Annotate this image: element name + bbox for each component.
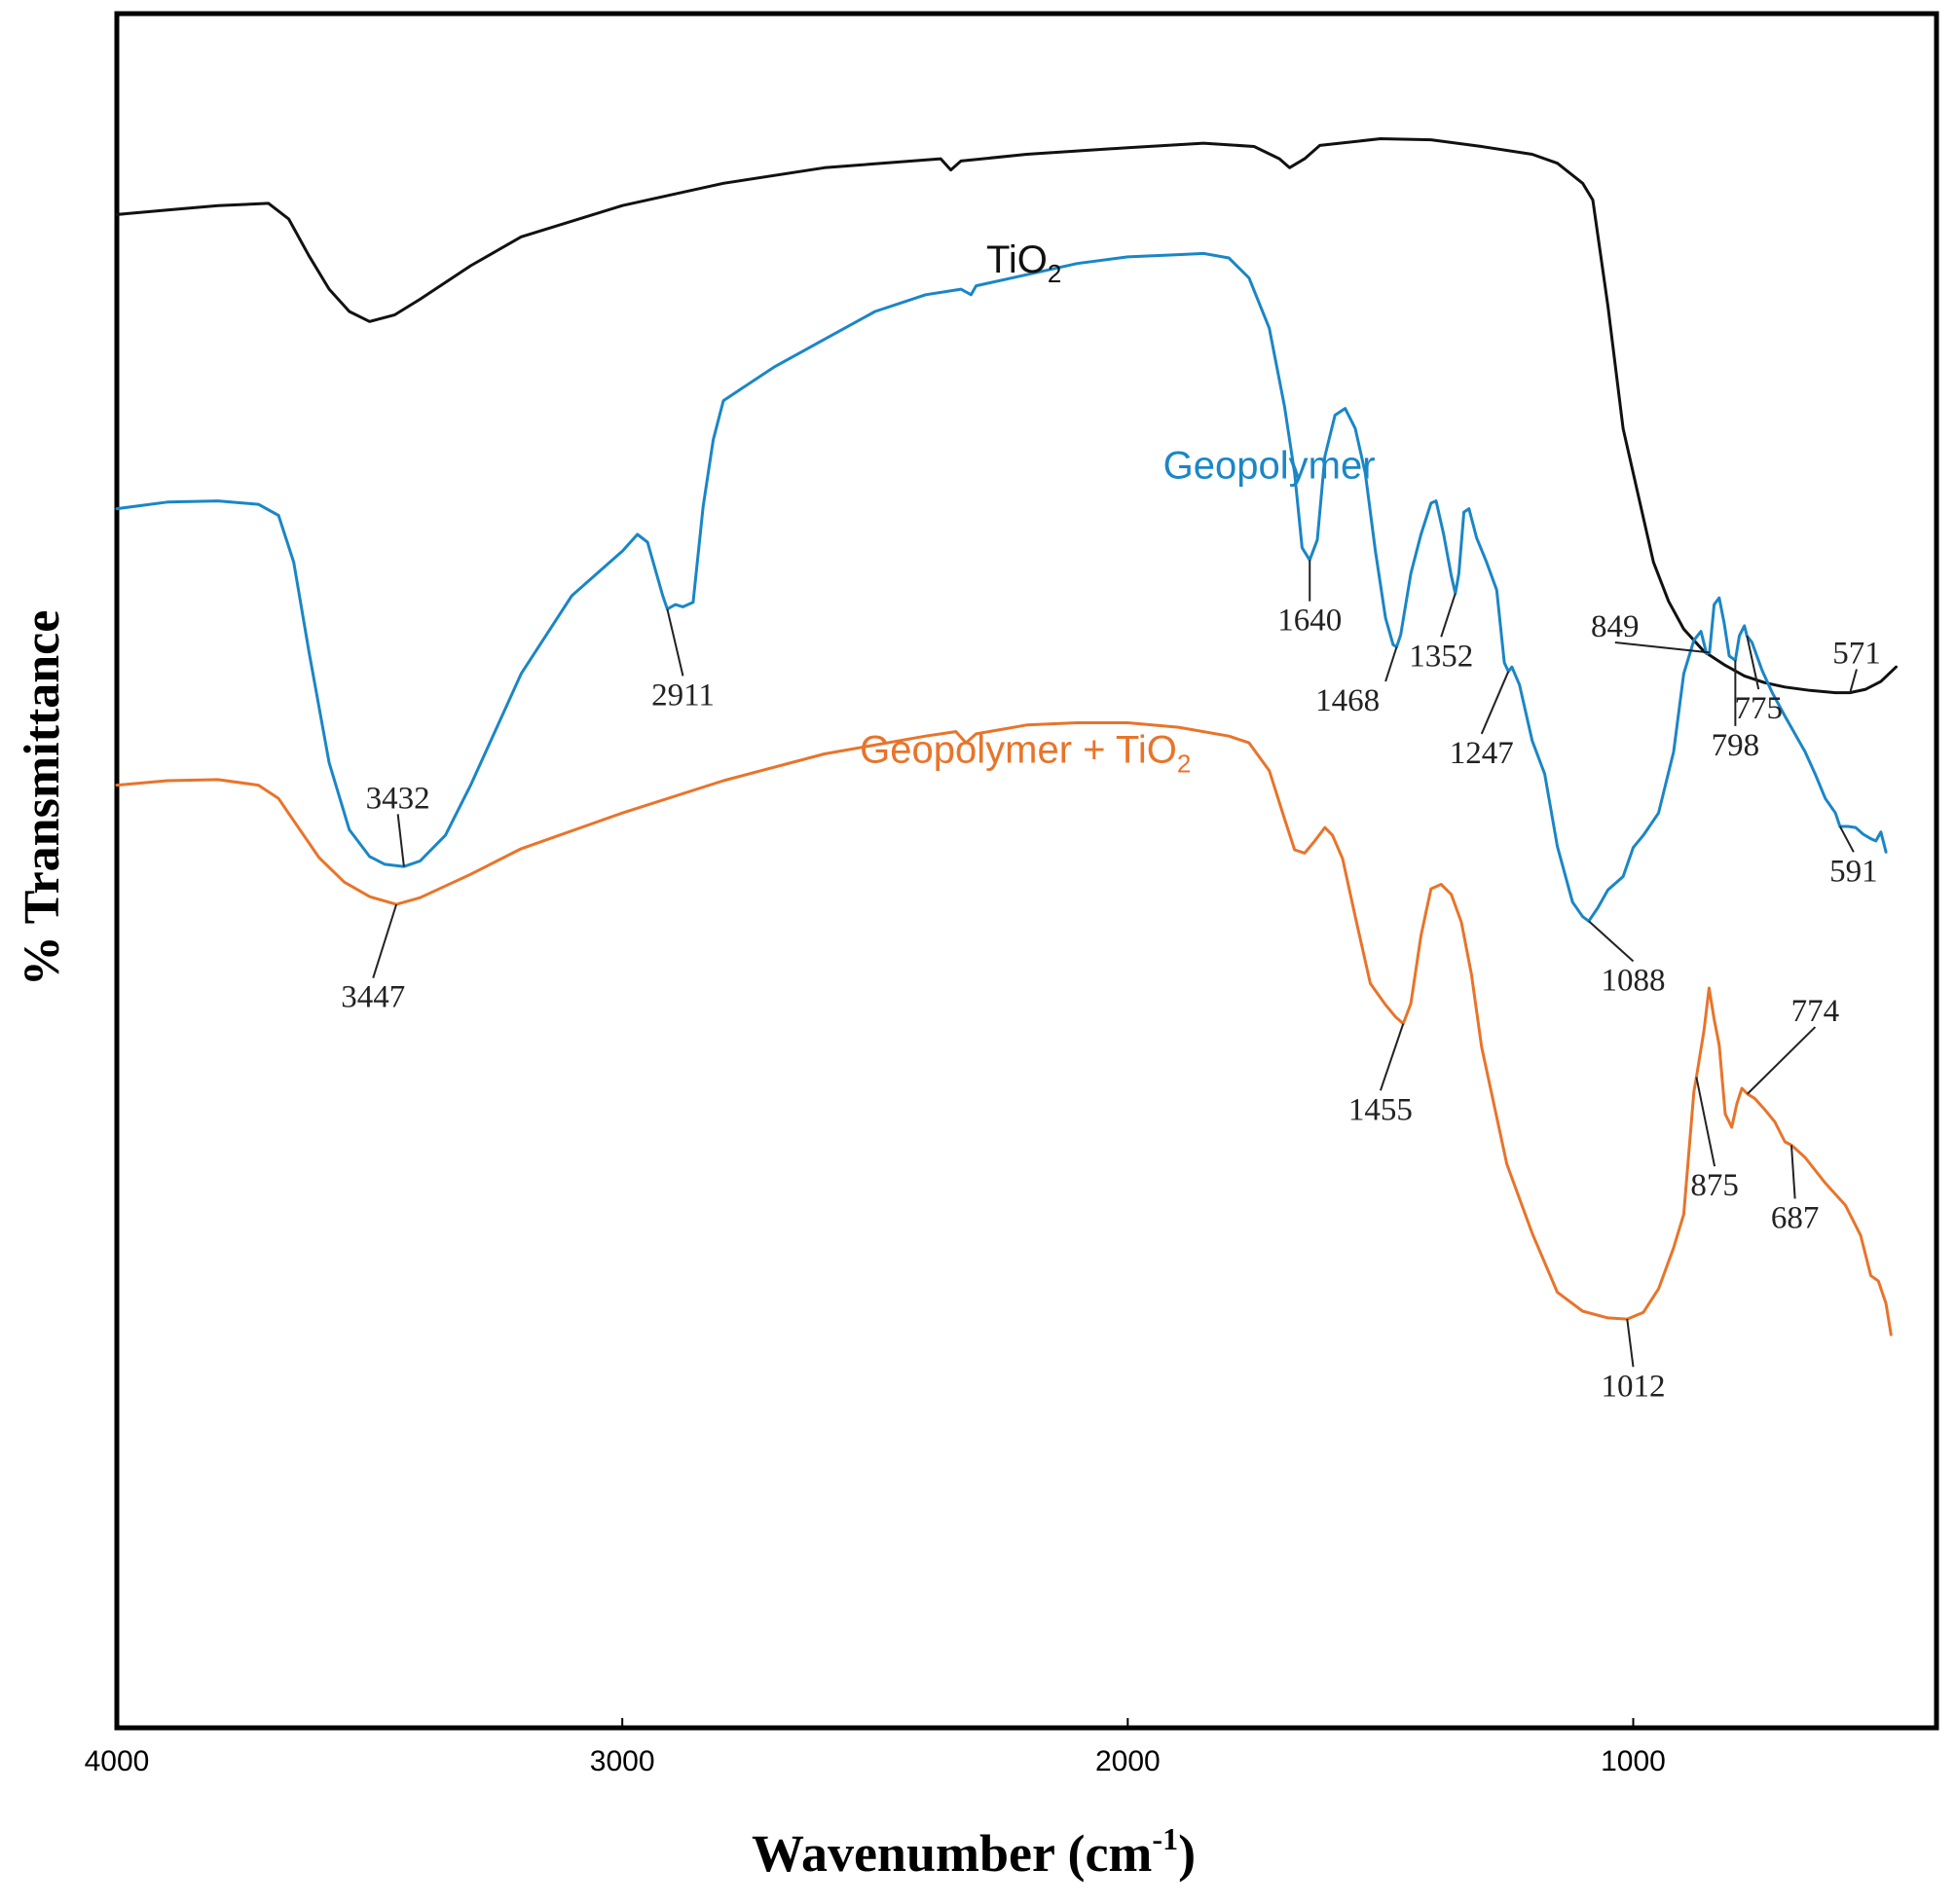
peak-label-775: 775 <box>1735 691 1784 726</box>
peak-leader-1455 <box>1379 1023 1405 1091</box>
peak-label-849: 849 <box>1591 609 1640 644</box>
peak-label-591: 591 <box>1829 854 1878 889</box>
series-label-geo: Geopolymer <box>1163 445 1376 488</box>
peak-leader-849 <box>1614 641 1710 654</box>
x-tick-label-4000: 4000 <box>85 1745 150 1777</box>
peak-leader-775 <box>1746 635 1760 690</box>
peak-label-2911: 2911 <box>651 677 715 713</box>
x-axis-ticks: 4000 3000 2000 1000 <box>85 1718 1666 1777</box>
peak-leader-591 <box>1838 825 1855 853</box>
series-label-text: TiO <box>986 238 1048 281</box>
x-tick-label-3000: 3000 <box>590 1745 655 1777</box>
peak-leader-2911 <box>666 608 684 677</box>
peak-label-687: 687 <box>1771 1200 1820 1235</box>
peak-label-1640: 1640 <box>1277 604 1342 639</box>
peak-leader-3447 <box>372 903 398 978</box>
peak-label-1352: 1352 <box>1409 639 1473 674</box>
y-axis-title: % Transmittance <box>15 610 70 987</box>
peak-label-1012: 1012 <box>1602 1369 1666 1404</box>
peak-leader-875 <box>1695 1077 1716 1167</box>
peak-label-3447: 3447 <box>341 980 405 1015</box>
x-axis-title-main: Wavenumber (cm <box>752 1824 1152 1883</box>
series-label-geotio2: Geopolymer + TiO2 <box>860 729 1191 779</box>
x-axis-title-close: ) <box>1178 1824 1196 1883</box>
peak-leader-774 <box>1747 1026 1817 1095</box>
series-label-text: Geopolymer + TiO <box>860 729 1177 772</box>
series-label-subscript: 2 <box>1048 259 1061 288</box>
x-axis-title: Wavenumber (cm-1) <box>752 1821 1196 1883</box>
peak-leader-3432 <box>396 814 405 867</box>
peak-label-1088: 1088 <box>1602 964 1666 999</box>
peak-leader-1088 <box>1588 920 1635 963</box>
x-tick-label-2000: 2000 <box>1095 1745 1161 1777</box>
peak-label-571: 571 <box>1832 637 1881 672</box>
series-line-geo <box>115 251 1888 923</box>
peak-label-875: 875 <box>1690 1168 1739 1203</box>
plot-frame <box>114 11 1939 1731</box>
series-label-subscript: 2 <box>1177 750 1191 779</box>
peak-label-3432: 3432 <box>366 781 430 816</box>
peak-label-798: 798 <box>1712 728 1760 763</box>
series-curves <box>115 137 1898 1336</box>
peak-label-1468: 1468 <box>1315 683 1380 718</box>
peak-leader-1247 <box>1480 671 1510 735</box>
x-axis-title-superscript: -1 <box>1152 1821 1178 1856</box>
peak-label-1247: 1247 <box>1450 736 1514 771</box>
series-label-text: Geopolymer <box>1163 445 1376 488</box>
peak-leader-1012 <box>1626 1318 1635 1368</box>
series-line-tio2 <box>115 137 1898 695</box>
peak-leader-1352 <box>1440 593 1457 638</box>
peak-label-1455: 1455 <box>1348 1092 1413 1127</box>
series-label-tio2: TiO2 <box>986 238 1061 288</box>
peak-label-774: 774 <box>1791 994 1840 1029</box>
peak-leader-687 <box>1790 1145 1796 1199</box>
x-tick-label-1000: 1000 <box>1601 1745 1666 1777</box>
peak-leader-571 <box>1849 669 1858 693</box>
peak-leader-1468 <box>1384 646 1398 682</box>
series-line-geotio2 <box>115 721 1893 1336</box>
